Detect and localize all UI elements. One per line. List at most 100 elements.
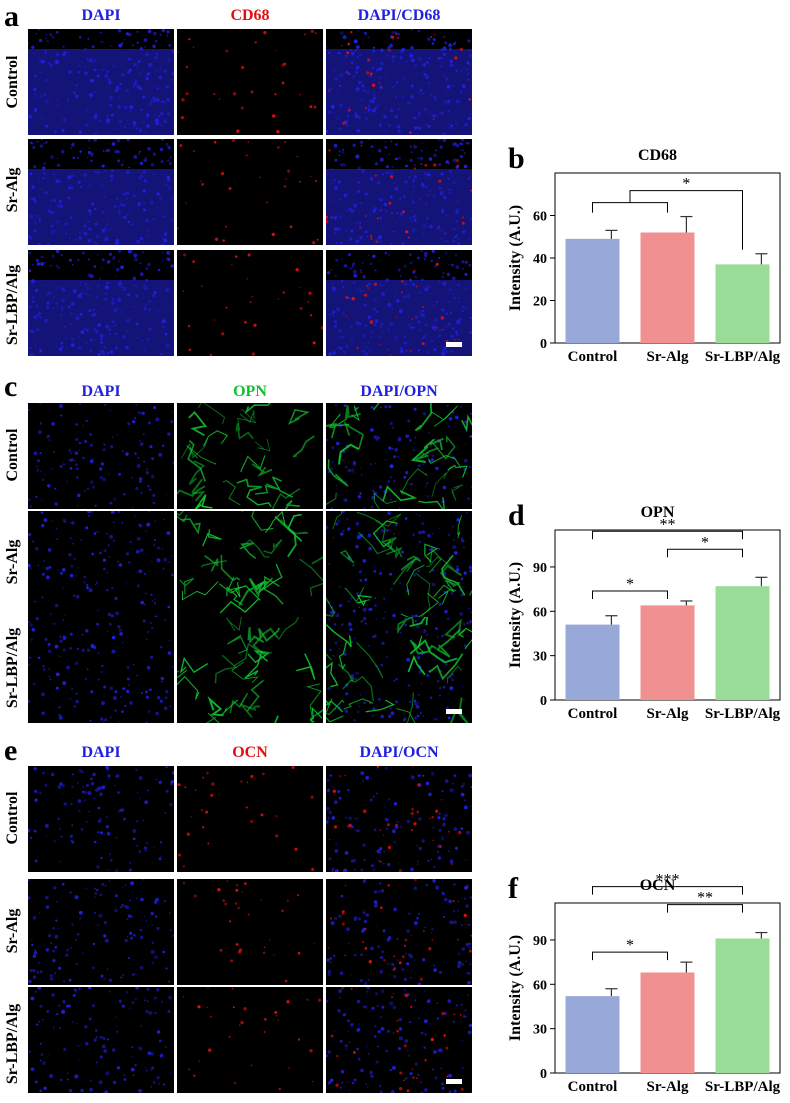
micrograph-tile xyxy=(177,250,323,356)
col-head-merge: DAPI/OCN xyxy=(359,744,439,761)
micrograph-tile xyxy=(326,139,472,245)
micrograph-tile xyxy=(177,879,323,985)
chart-title: CD68 xyxy=(638,147,677,164)
micrograph-tile xyxy=(177,987,323,1093)
y-tick-label: 90 xyxy=(533,934,547,949)
y-tick-label: 40 xyxy=(533,252,547,267)
significance-bracket xyxy=(667,548,743,558)
significance-label: * xyxy=(626,576,634,593)
bar xyxy=(640,232,695,343)
scale-bar xyxy=(446,709,462,714)
row-label: Sr-Alg xyxy=(4,167,21,213)
micrograph-tile xyxy=(326,987,472,1093)
category-label: Sr-Alg xyxy=(647,706,689,722)
y-tick-label: 0 xyxy=(540,694,547,709)
significance-label: ** xyxy=(697,890,713,907)
y-tick-label: 60 xyxy=(533,605,547,620)
y-tick-label: 60 xyxy=(533,978,547,993)
micrograph-tile xyxy=(326,879,472,985)
panel-letter: f xyxy=(508,872,519,905)
significance-label: *** xyxy=(656,872,680,889)
bar xyxy=(640,605,695,700)
significance-label: * xyxy=(626,937,634,954)
bar xyxy=(565,996,620,1073)
bar xyxy=(565,238,620,343)
bar-chart-svg: f OCN 0 30 60 90 Intensity (A.U.) Control Sr-Alg… xyxy=(507,872,781,1095)
micrograph-tile xyxy=(326,29,472,135)
scale-bar xyxy=(446,1079,462,1084)
micrograph-tile xyxy=(326,766,472,872)
row-label: Sr-LBP/Alg xyxy=(4,627,21,709)
y-tick-label: 60 xyxy=(533,210,547,225)
micrograph-tile xyxy=(28,511,174,617)
micrograph-tile xyxy=(326,250,472,356)
micrograph-tile xyxy=(28,403,174,509)
col-head-marker: CD68 xyxy=(230,7,270,24)
micrograph-tile xyxy=(177,511,323,617)
significance-bracket xyxy=(592,590,668,599)
micrograph-tile xyxy=(28,139,174,245)
col-head-merge: DAPI/CD68 xyxy=(357,7,441,24)
micrograph-tile xyxy=(326,617,472,723)
category-label: Sr-Alg xyxy=(647,349,689,365)
col-head-marker: OPN xyxy=(233,383,267,400)
col-head-marker: OCN xyxy=(232,744,268,761)
significance-bracket xyxy=(592,886,743,895)
bar xyxy=(715,264,770,343)
micrograph-tile xyxy=(177,403,323,509)
significance-bracket xyxy=(629,190,743,250)
y-tick-label: 90 xyxy=(533,561,547,576)
category-label: Sr-LBP/Alg xyxy=(705,706,781,722)
col-head-dapi: DAPI xyxy=(81,383,121,400)
chart-cd68: b CD68 0 20 40 60 Intensity (A.U.) Control Sr-Al… xyxy=(500,138,785,368)
y-tick-label: 20 xyxy=(533,295,547,310)
micrograph-tile xyxy=(326,403,472,509)
category-label: Sr-Alg xyxy=(647,1079,689,1095)
micrograph-tile xyxy=(177,766,323,872)
micrograph-tile xyxy=(28,987,174,1093)
row-label: Sr-LBP/Alg xyxy=(4,1003,21,1085)
micrograph-tile xyxy=(28,29,174,135)
panel-letter-c: c xyxy=(4,370,18,403)
y-tick-label: 0 xyxy=(540,337,547,352)
micrograph-tile xyxy=(28,879,174,985)
micrograph-tile xyxy=(28,250,174,356)
y-axis-label: Intensity (A.U.) xyxy=(507,562,524,668)
bar-chart-svg: d OPN 0 30 60 90 Intensity (A.U.) Control Sr-Alg… xyxy=(507,499,781,722)
category-label: Control xyxy=(568,1079,618,1095)
significance-bracket xyxy=(592,951,668,961)
significance-bracket xyxy=(592,530,743,540)
micrograph-tile xyxy=(177,29,323,135)
panel-letter: b xyxy=(508,142,525,175)
y-tick-label: 0 xyxy=(540,1067,547,1082)
bar xyxy=(715,938,770,1073)
row-label: Sr-Alg xyxy=(4,908,21,954)
row-label: Control xyxy=(4,428,21,482)
micrograph-tile xyxy=(177,617,323,723)
significance-bracket xyxy=(667,904,743,913)
significance-label: * xyxy=(682,176,690,193)
category-label: Control xyxy=(568,706,618,722)
row-label: Sr-LBP/Alg xyxy=(4,264,21,346)
chart-opn: d OPN 0 30 60 90 Intensity (A.U.) Control Sr-Alg… xyxy=(500,495,785,725)
significance-subbracket xyxy=(592,202,668,213)
col-head-dapi: DAPI xyxy=(81,7,121,24)
col-head-dapi: DAPI xyxy=(81,744,121,761)
panel-letter-e: e xyxy=(4,734,18,767)
micrograph-tile xyxy=(28,617,174,723)
scale-bar xyxy=(446,342,462,347)
chart-ocn: f OCN 0 30 60 90 Intensity (A.U.) Control Sr-Alg… xyxy=(500,868,785,1098)
category-label: Sr-LBP/Alg xyxy=(705,349,781,365)
category-label: Sr-LBP/Alg xyxy=(705,1079,781,1095)
micrograph-tile xyxy=(28,766,174,872)
bar xyxy=(565,624,620,700)
category-label: Control xyxy=(568,349,618,365)
y-axis-label: Intensity (A.U.) xyxy=(507,205,524,311)
micrograph-tile xyxy=(326,511,472,617)
bar xyxy=(640,972,695,1073)
micrograph-tile xyxy=(177,139,323,245)
y-tick-label: 30 xyxy=(533,650,547,665)
panel-letter-a: a xyxy=(4,0,19,33)
y-tick-label: 30 xyxy=(533,1023,547,1038)
chart-title: OPN xyxy=(641,504,675,521)
